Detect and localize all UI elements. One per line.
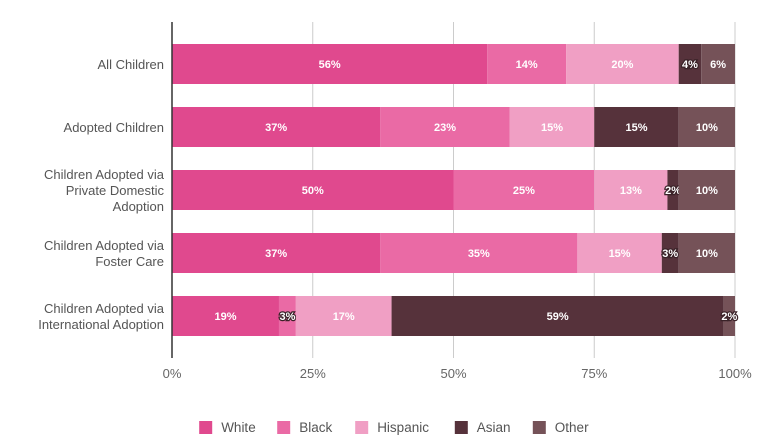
bar-segment-black <box>278 296 296 336</box>
data-label: 59% <box>547 311 569 323</box>
y-category-label-line: Adopted Children <box>64 120 164 135</box>
data-label: 10% <box>696 248 718 260</box>
bar-segment-white <box>172 296 279 336</box>
bar-segment-hispanic <box>577 233 662 273</box>
x-tick-label: 100% <box>718 366 752 381</box>
y-category-label-line: International Adoption <box>38 317 164 332</box>
bar-segment-white <box>172 233 381 273</box>
x-tick-label: 0% <box>163 366 182 381</box>
legend-swatch-black <box>277 421 291 434</box>
data-label: 19% <box>214 311 236 323</box>
data-label: 15% <box>541 122 563 134</box>
data-label: 3% <box>662 248 678 260</box>
data-label: 2% <box>665 185 681 197</box>
y-category-label: Children Adopted via Foster Care <box>44 238 165 269</box>
y-category-label: Children Adopted via International Adopti… <box>38 301 165 332</box>
bar-segment-black <box>380 233 578 273</box>
x-tick-label: 50% <box>440 366 466 381</box>
legend-label: Hispanic <box>377 420 429 435</box>
data-label: 56% <box>319 59 341 71</box>
bar-segment-black <box>380 107 510 147</box>
bar-segment-black <box>453 170 595 210</box>
bar-segment-other <box>701 44 735 84</box>
legend-label: White <box>221 420 256 435</box>
data-label: 37% <box>265 248 287 260</box>
bar-segment-other <box>678 170 735 210</box>
data-label: 3% <box>279 311 295 323</box>
data-label: 25% <box>513 185 535 197</box>
legend-label: Asian <box>477 420 511 435</box>
legend-swatch-other <box>532 421 546 434</box>
y-category-label-line: All Children <box>98 57 164 72</box>
y-category-label-line: Children Adopted via <box>44 238 165 253</box>
bar-segment-other <box>678 107 735 147</box>
data-label: 13% <box>620 185 642 197</box>
bar-segment-hispanic <box>566 44 679 84</box>
bar-segment-asian <box>594 107 679 147</box>
bar-segment-asian <box>391 296 724 336</box>
y-category-label-line: Children Adopted via <box>44 167 165 182</box>
y-category-label: Children Adopted via Private Domestic Adop… <box>44 167 165 214</box>
data-label: 10% <box>696 122 718 134</box>
data-label: 20% <box>611 59 633 71</box>
data-label: 23% <box>434 122 456 134</box>
bar-segment-asian <box>667 170 679 210</box>
bar-segment-asian <box>661 233 679 273</box>
data-label: 10% <box>696 185 718 197</box>
bar-segment-other <box>678 233 735 273</box>
legend-swatch-asian <box>454 421 468 434</box>
data-label: 2% <box>721 311 737 323</box>
bar-segment-white <box>172 107 381 147</box>
legend-label: Other <box>555 420 589 435</box>
y-category-label: All Children <box>98 57 164 72</box>
data-label: 14% <box>516 59 538 71</box>
x-tick-label: 75% <box>581 366 607 381</box>
data-label: 4% <box>682 59 698 71</box>
y-category-label: Adopted Children <box>64 120 164 135</box>
data-label: 15% <box>625 122 647 134</box>
y-category-label-line: Children Adopted via <box>44 301 165 316</box>
legend-label: Black <box>299 420 332 435</box>
data-label: 50% <box>302 185 324 197</box>
bar-segment-other <box>723 296 735 336</box>
y-category-label-line: Adoption <box>113 199 164 214</box>
data-label: 37% <box>265 122 287 134</box>
bar-segment-black <box>487 44 567 84</box>
bar-segment-hispanic <box>509 107 595 147</box>
legend-swatch-white <box>199 421 213 434</box>
y-category-label-line: Private Domestic <box>66 183 165 198</box>
bar-segment-asian <box>678 44 702 84</box>
y-category-label-line: Foster Care <box>95 254 164 269</box>
bar-segment-white <box>172 170 454 210</box>
data-label: 17% <box>333 311 355 323</box>
data-label: 35% <box>468 248 490 260</box>
bar-segment-white <box>172 44 488 84</box>
bar-segment-hispanic <box>295 296 392 336</box>
data-label: 15% <box>609 248 631 260</box>
data-label: 6% <box>710 59 726 71</box>
legend-swatch-hispanic <box>355 421 369 434</box>
bar-segment-hispanic <box>594 170 668 210</box>
x-tick-label: 25% <box>300 366 326 381</box>
